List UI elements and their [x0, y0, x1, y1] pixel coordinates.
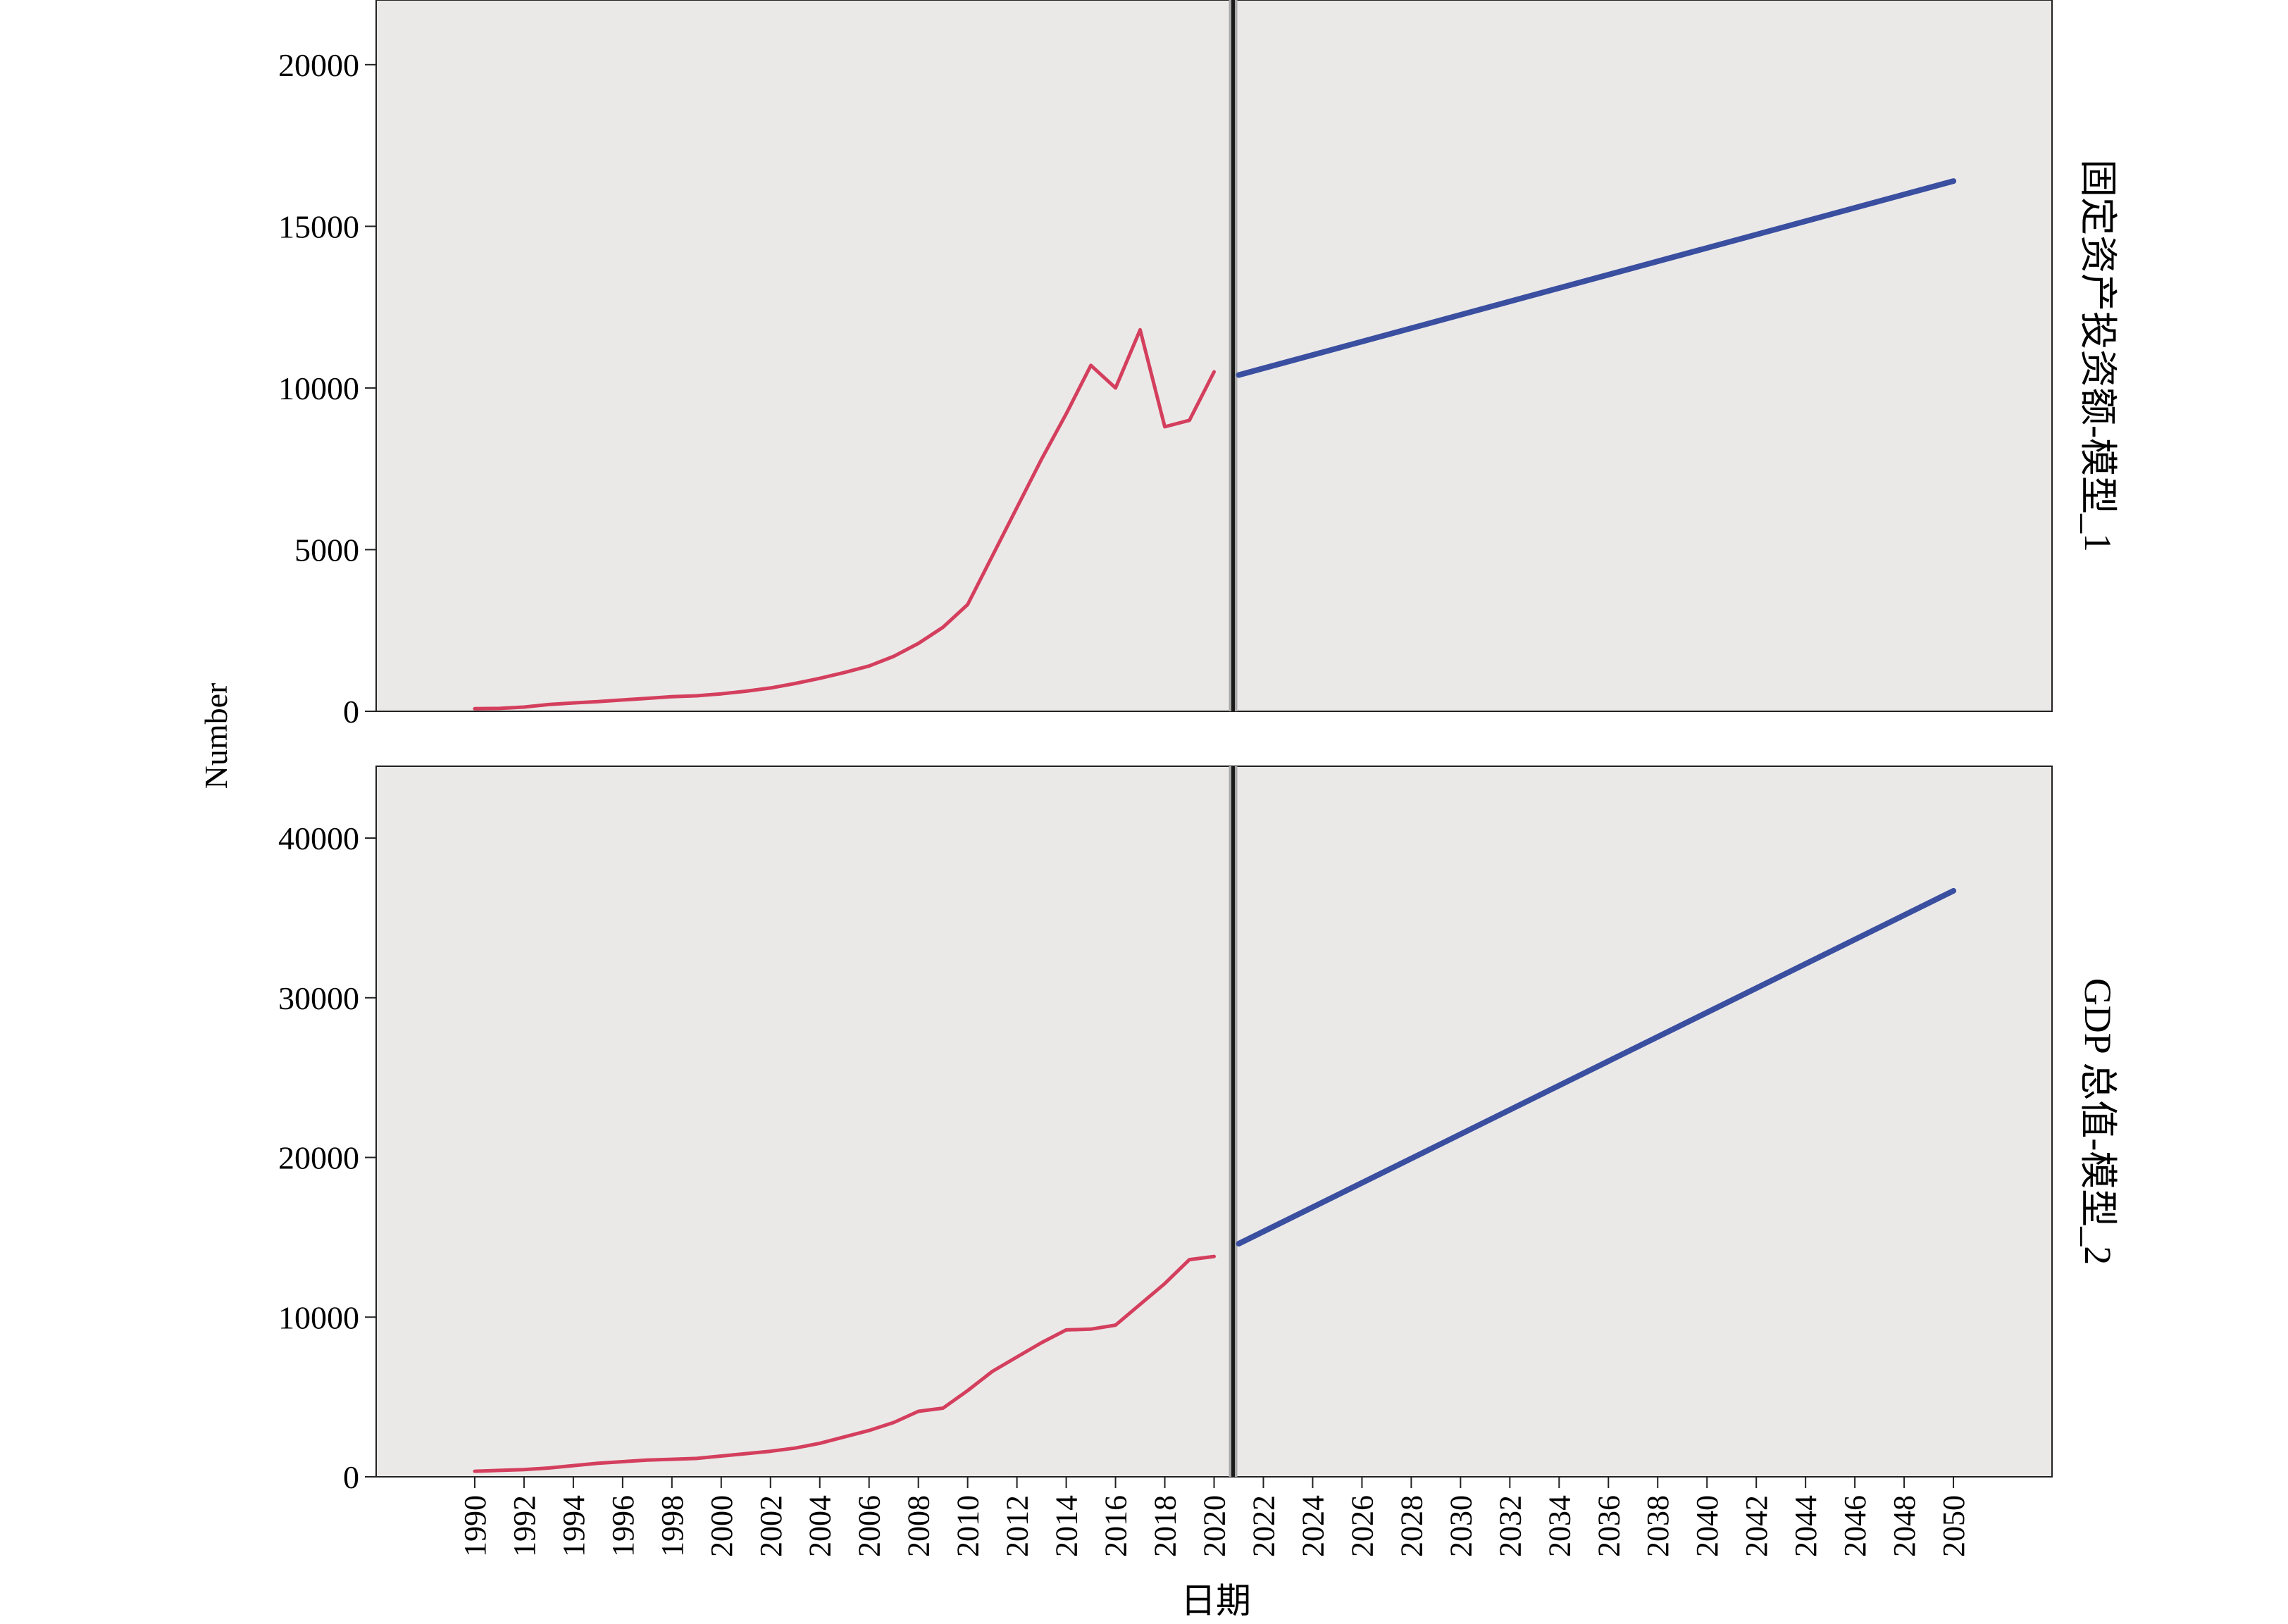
x-tick-label: 1998 — [655, 1495, 690, 1557]
x-tick-label: 2034 — [1542, 1495, 1577, 1557]
y-tick-label: 10000 — [278, 370, 359, 406]
y-axis-label: Number — [198, 683, 234, 789]
x-tick-label: 2030 — [1443, 1495, 1478, 1557]
x-tick-label: 1994 — [557, 1495, 591, 1557]
y-tick-label: 30000 — [278, 980, 359, 1016]
y-tick-label: 20000 — [278, 1140, 359, 1176]
y-tick-label: 15000 — [278, 208, 359, 244]
x-tick-label: 2018 — [1148, 1495, 1183, 1557]
observed-line — [473, 1254, 1216, 1473]
panels-layer: 0 5000 10000 15000 20000 固定资产投资额-模型_1 0 10000 20… — [278, 0, 2119, 1495]
x-tick-label: 2024 — [1295, 1495, 1330, 1557]
x-tick-label: 2048 — [1887, 1495, 1922, 1557]
x-tick-label: 2046 — [1838, 1495, 1872, 1557]
x-tick-label: 2040 — [1690, 1495, 1724, 1557]
forecast-line — [1236, 887, 1957, 1247]
x-tick-label: 2032 — [1493, 1495, 1527, 1557]
y-tick-label: 0 — [343, 1459, 359, 1495]
panel-2: 0 10000 20000 30000 40000 GDP 总值-模型_2 — [278, 766, 2119, 1495]
x-tick-label: 2012 — [1000, 1495, 1035, 1557]
y-tick-label: 40000 — [278, 820, 359, 856]
panel-strip-label: 固定资产投资额-模型_1 — [2077, 159, 2119, 552]
x-tick-label: 2038 — [1641, 1495, 1675, 1557]
x-tick-label: 2022 — [1246, 1495, 1281, 1557]
panel-background — [375, 0, 2053, 712]
x-tick-label: 1996 — [606, 1495, 640, 1557]
panel-background — [375, 766, 2053, 1478]
panel-1: 0 5000 10000 15000 20000 固定资产投资额-模型_1 — [278, 0, 2119, 730]
panel-strip-label: GDP 总值-模型_2 — [2077, 978, 2119, 1266]
x-tick-label: 2036 — [1591, 1495, 1626, 1557]
x-tick-label: 2016 — [1099, 1495, 1133, 1557]
y-tick-label: 5000 — [294, 532, 359, 568]
x-tick-label: 2044 — [1789, 1495, 1823, 1557]
y-tick-label: 0 — [343, 694, 359, 730]
x-tick-label: 2050 — [1936, 1495, 1971, 1557]
x-tick-label: 1992 — [507, 1495, 542, 1557]
x-axis-ticks: 1990 1992 1994 1996 1998 2000 2002 2004 2006 2008… — [458, 1477, 1971, 1557]
x-tick-label: 2020 — [1198, 1495, 1232, 1557]
x-tick-label: 2000 — [704, 1495, 739, 1557]
x-tick-label: 2014 — [1050, 1495, 1084, 1557]
y-tick-label: 20000 — [278, 47, 359, 83]
observed-line — [473, 327, 1216, 711]
x-tick-label: 2004 — [803, 1495, 838, 1557]
x-tick-label: 2006 — [852, 1495, 887, 1557]
x-tick-label: 1990 — [458, 1495, 492, 1557]
x-tick-label: 2008 — [902, 1495, 936, 1557]
forecast-line — [1236, 178, 1957, 378]
x-tick-label: 2002 — [754, 1495, 788, 1557]
x-axis-label: 日期 — [1181, 1581, 1251, 1620]
x-tick-label: 2010 — [951, 1495, 986, 1557]
x-tick-label: 2028 — [1394, 1495, 1429, 1557]
x-tick-label: 2026 — [1345, 1495, 1379, 1557]
y-tick-label: 10000 — [278, 1299, 359, 1335]
x-tick-label: 2042 — [1739, 1495, 1774, 1557]
